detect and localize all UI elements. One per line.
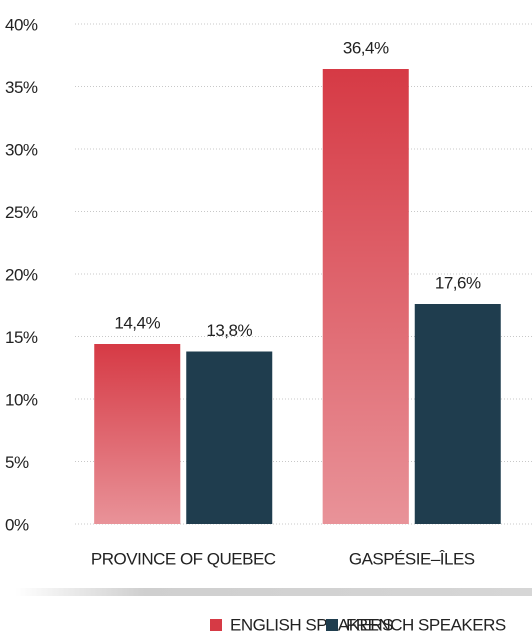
y-tick-label: 25% [5, 203, 38, 222]
bar [414, 304, 501, 524]
data-label: 13,8% [206, 321, 252, 340]
legend-swatch [326, 619, 338, 631]
bar [186, 351, 273, 524]
y-tick-label: 40% [5, 15, 38, 34]
y-tick-label: 30% [5, 140, 38, 159]
bar [94, 344, 181, 524]
y-tick-label: 35% [5, 78, 38, 97]
y-tick-label: 0% [5, 515, 29, 534]
floor-band [15, 588, 532, 596]
y-tick-label: 20% [5, 265, 38, 284]
legend-label: FRENCH SPEAKERS [346, 615, 506, 634]
y-tick-label: 10% [5, 390, 38, 409]
y-tick-label: 15% [5, 328, 38, 347]
legend-label: ENGLISH SPEAKERS [230, 615, 393, 634]
data-label: 14,4% [114, 313, 160, 332]
data-label: 17,6% [435, 273, 481, 292]
legend-swatch [210, 619, 222, 631]
bar [322, 69, 409, 524]
y-tick-label: 5% [5, 453, 29, 472]
x-tick-label: GASPÉSIE–ÎLES [349, 549, 475, 568]
data-label: 36,4% [343, 38, 389, 57]
x-tick-label: PROVINCE OF QUEBEC [91, 549, 276, 568]
